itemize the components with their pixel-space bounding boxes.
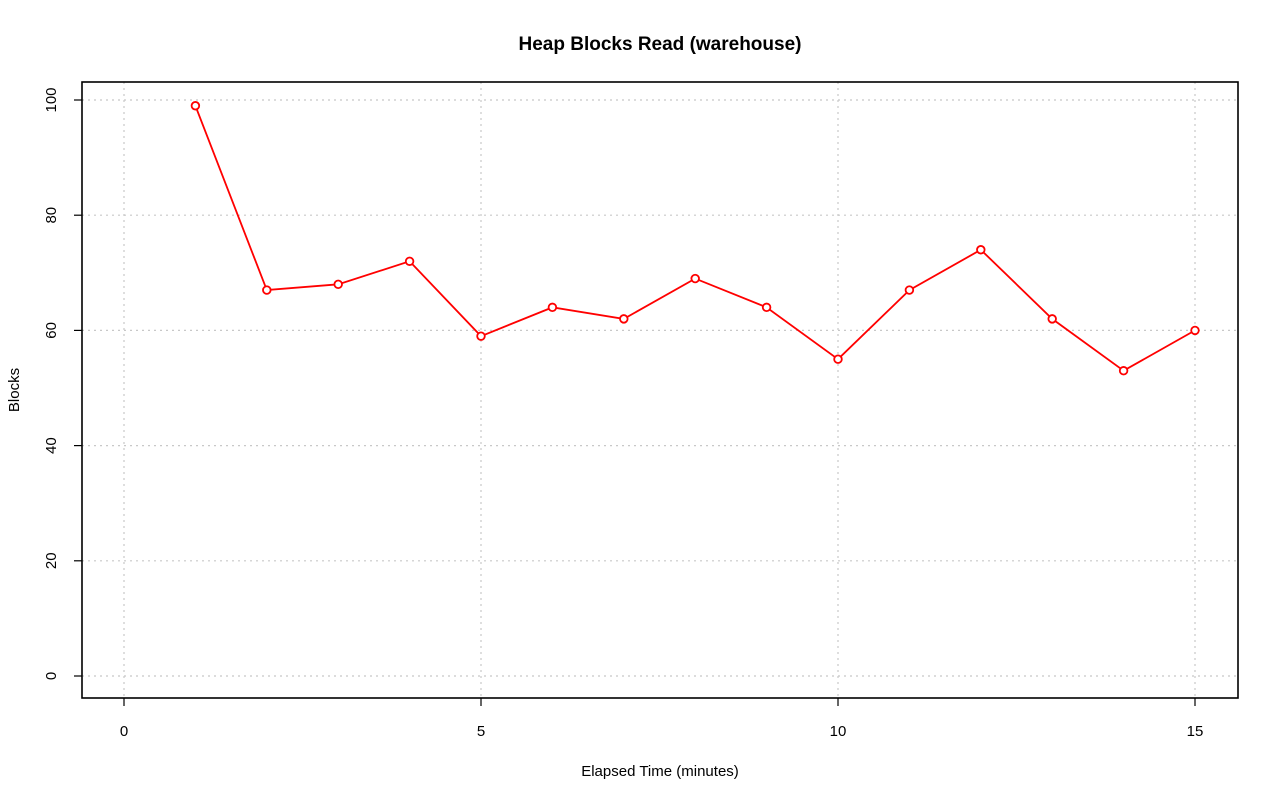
data-point (690, 273, 700, 284)
data-point (1118, 366, 1129, 376)
data-point (976, 245, 986, 255)
data-point (904, 285, 915, 295)
x-tick-label: 15 (1187, 723, 1204, 740)
axis-ticks: 0 5 10 15 0 20 40 60 80 100 (43, 87, 1203, 740)
grid-lines (82, 82, 1238, 698)
data-point (262, 285, 272, 295)
data-point (476, 331, 486, 341)
x-axis-label: Elapsed Time (minutes) (581, 763, 739, 780)
chart-title: Heap Blocks Read (warehouse) (519, 34, 802, 55)
y-tick-label: 60 (43, 322, 60, 339)
data-point (190, 101, 201, 111)
data-point (761, 302, 772, 313)
x-tick-label: 0 (120, 723, 128, 740)
data-point (333, 279, 343, 290)
y-tick-label: 20 (43, 552, 60, 569)
data-point (619, 314, 629, 324)
data-point (1190, 325, 1200, 336)
x-tick-label: 5 (477, 723, 485, 740)
data-series (190, 101, 1200, 376)
plot-frame (81, 81, 1239, 699)
data-point (1047, 314, 1057, 324)
y-tick-label: 0 (43, 672, 60, 680)
data-point (404, 256, 415, 266)
data-point (833, 354, 843, 364)
y-tick-label: 40 (43, 437, 60, 454)
y-tick-label: 100 (43, 87, 60, 112)
y-axis-label: Blocks (6, 368, 23, 412)
data-point (547, 302, 558, 313)
x-tick-label: 10 (830, 723, 847, 740)
y-tick-label: 80 (43, 207, 60, 224)
